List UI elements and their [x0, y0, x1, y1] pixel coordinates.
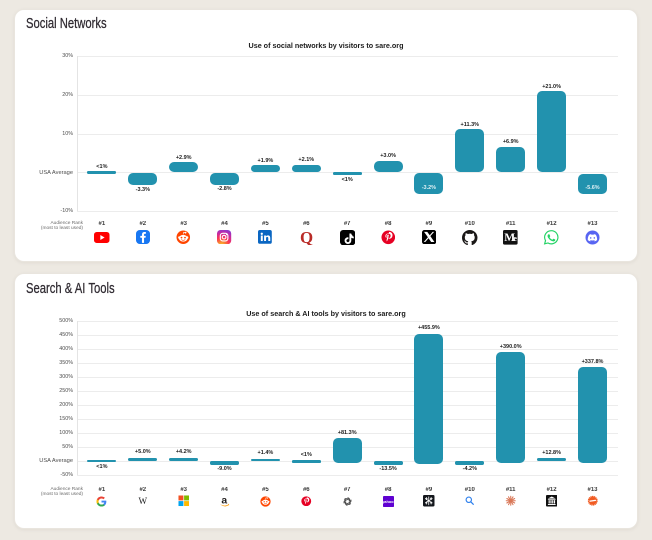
svg-text:Q: Q	[300, 230, 313, 245]
svg-text:a: a	[222, 495, 228, 506]
svg-text:e: e	[514, 234, 518, 243]
svg-text:W: W	[139, 496, 148, 506]
svg-text:yahoo!: yahoo!	[383, 499, 394, 504]
svg-text:M: M	[505, 232, 516, 244]
